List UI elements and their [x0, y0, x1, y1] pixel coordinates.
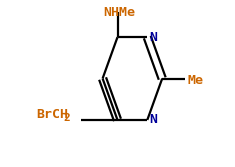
- Text: N: N: [149, 113, 157, 126]
- Text: N: N: [149, 31, 157, 44]
- Text: NHMe: NHMe: [103, 6, 135, 19]
- Text: BrCH: BrCH: [36, 108, 68, 121]
- Text: 2: 2: [64, 113, 70, 123]
- Text: Me: Me: [187, 74, 203, 87]
